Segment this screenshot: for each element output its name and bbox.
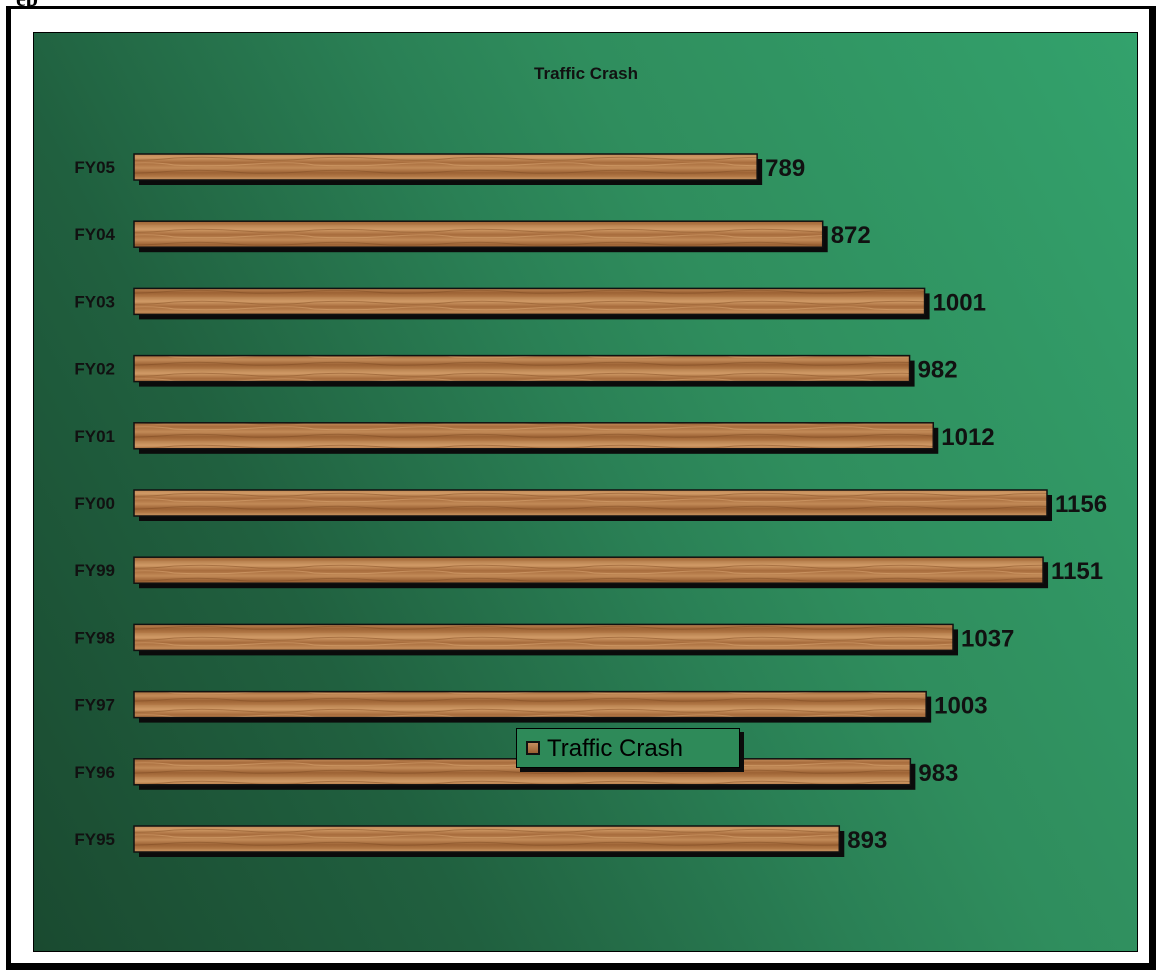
bar: [133, 287, 926, 316]
bar: [133, 556, 1044, 584]
chart-title: Traffic Crash: [534, 64, 638, 83]
bar: [133, 354, 911, 383]
bar: [133, 153, 758, 181]
bar: [133, 220, 824, 248]
legend-label: Traffic Crash: [547, 735, 684, 762]
category-label: FY99: [74, 561, 115, 580]
bar-value-label: 872: [831, 222, 871, 249]
bar-value-label: 1156: [1055, 491, 1107, 518]
bar-value-label: 1003: [934, 693, 987, 720]
category-label: FY97: [74, 696, 115, 715]
category-label: FY05: [74, 158, 115, 177]
category-label: FY01: [74, 427, 115, 446]
bar-value-label: 1012: [941, 424, 994, 451]
bar: [133, 690, 927, 719]
bar-value-label: 789: [765, 155, 805, 182]
bar-value-label: 983: [918, 760, 958, 787]
bars-layer: FY05 789 FY04 872 FY03 1001 FY02 982 FY01 1012 FY0…: [74, 153, 1107, 857]
category-label: FY98: [74, 628, 115, 647]
category-label: FY95: [74, 830, 115, 849]
legend: Traffic Crash: [516, 728, 740, 768]
bar: [133, 623, 954, 652]
bar-chart: Traffic Crash FY05 789 FY04 872 FY03 1001 FY02…: [74, 64, 1107, 857]
bar-value-label: 893: [847, 827, 887, 854]
legend-swatch: [526, 741, 540, 755]
chart-area: Traffic Crash FY05 789 FY04 872 FY03 1001 FY02…: [33, 32, 1138, 952]
category-label: FY03: [74, 292, 115, 311]
bar: [133, 825, 841, 853]
bar: [133, 489, 1048, 517]
bar-value-label: 1037: [961, 625, 1014, 652]
page-top-text-fragment: ep: [0, 0, 60, 8]
category-label: FY96: [74, 763, 115, 782]
category-label: FY02: [74, 360, 115, 379]
category-label: FY04: [74, 225, 115, 244]
bar-value-label: 1001: [933, 289, 986, 316]
bar-value-label: 1151: [1051, 558, 1103, 585]
category-label: FY00: [74, 494, 115, 513]
bar-value-label: 982: [918, 357, 958, 384]
bar: [133, 422, 935, 450]
